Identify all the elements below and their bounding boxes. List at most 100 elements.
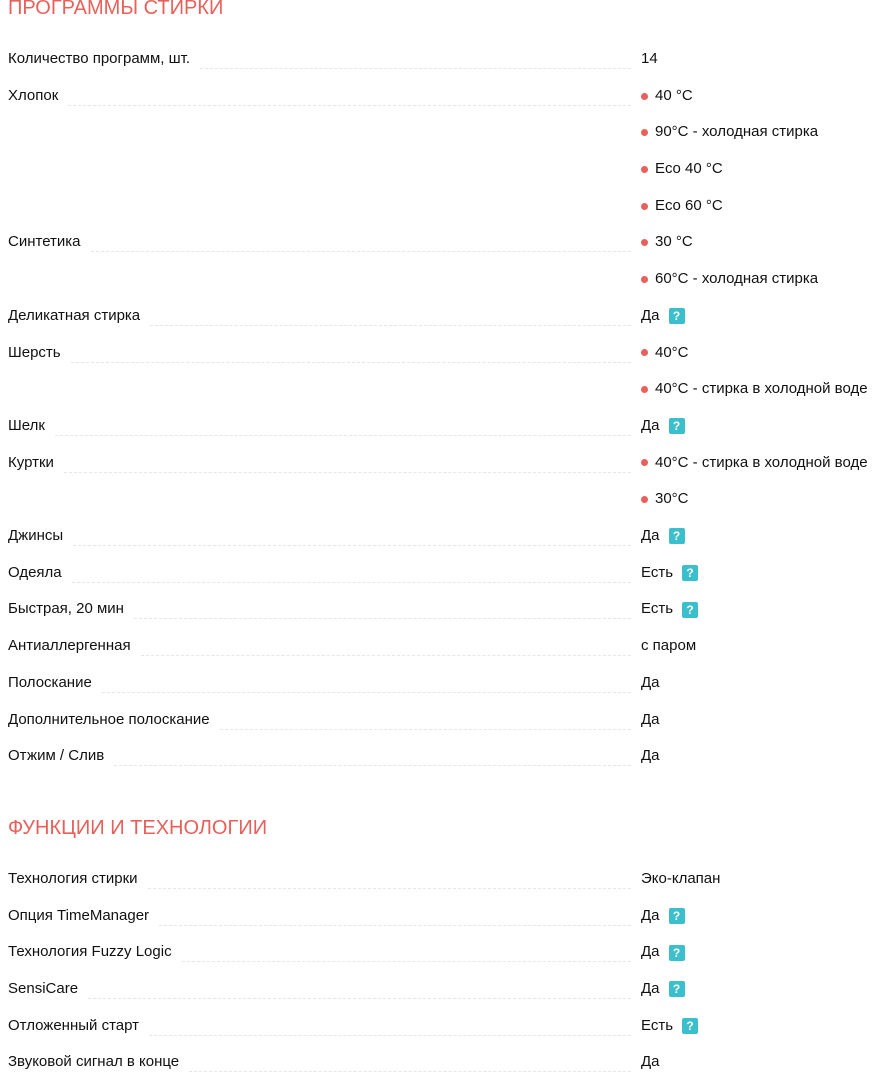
dotted-leader [88,971,631,1000]
bullet-icon [641,459,648,467]
dotted-leader [189,1044,631,1073]
spec-label: Одеяла [8,555,641,592]
value-text: 30 °C [655,233,693,251]
label-text: Отжим / Слив [8,747,105,765]
dotted-leader [90,224,631,253]
spec-row: Одеяла Есть? [8,555,893,592]
spec-value: Есть? [641,555,699,592]
spec-label: SensiCare [8,971,641,1008]
spec-section: ПРОГРАММЫ СТИРКИ Количество программ, шт.… [8,0,893,775]
dotted-leader [150,298,631,326]
label-text: Куртки [8,453,54,471]
bullet-icon [641,386,648,394]
help-icon[interactable]: ? [668,907,685,924]
spec-row: Шелк Да? [8,408,893,445]
spec-value: Да? [641,298,685,335]
spec-value: 30°C [641,481,868,518]
spec-value: Eco 40 °C [641,151,818,188]
spec-value: Да [641,665,660,702]
value-text: Да [641,1053,660,1071]
label-text: Быстрая, 20 мин [8,600,124,618]
dotted-leader [200,41,631,69]
spec-label: Отложенный старт [8,1008,641,1045]
spec-row: Технология Fuzzy Logic Да? [8,934,893,971]
spec-label: Куртки [8,445,641,518]
spec-row: Опция TimeManager Да? [8,898,893,935]
spec-label: Отжим / Слив [8,738,641,775]
spec-row: Антиаллергенная с паром [8,628,893,665]
dotted-leader [101,665,631,693]
label-text: Отложенный старт [8,1016,140,1034]
spec-row: Отжим / Слив Да [8,738,893,775]
help-icon[interactable]: ? [668,418,685,435]
help-icon[interactable]: ? [668,981,685,998]
spec-label: Шелк [8,408,641,445]
spec-label: Количество программ, шт. [8,41,641,78]
dotted-leader [114,738,631,767]
bullet-icon [641,239,648,247]
dotted-leader [133,591,631,620]
bullet-icon [641,202,648,210]
spec-row: Быстрая, 20 мин Есть? [8,591,893,628]
value-text: Есть [641,563,674,581]
value-text: Да [641,747,660,765]
spec-row: Количество программ, шт. 14 [8,41,893,78]
spec-value: 40°C [641,335,868,372]
value-text: 40°C - стирка в холодной воде [655,380,868,398]
bullet-icon [641,349,648,357]
spec-value: 40°C - стирка в холодной воде [641,371,868,408]
spec-row: Дополнительное полоскание Да [8,702,893,739]
value-text: Да [641,416,660,434]
value-text: Есть [641,600,674,618]
spec-value: Да? [641,518,685,555]
spec-value: Да [641,1044,660,1081]
value-text: 30°C [655,490,689,508]
spec-section: ФУНКЦИИ И ТЕХНОЛОГИИ Технология стирки Эко… [8,812,893,1081]
value-text: 40°C - стирка в холодной воде [655,453,868,471]
spec-row: Полоскание Да [8,665,893,702]
spec-row: Отложенный старт Есть? [8,1008,893,1045]
label-text: Шелк [8,416,45,434]
dotted-leader [71,555,631,583]
bullet-icon [641,165,648,173]
value-text: Да [641,980,660,998]
label-text: Звуковой сигнал в конце [8,1053,180,1071]
value-text: Eco 60 °C [655,196,723,214]
label-text: Антиаллергенная [8,637,131,655]
spec-value: 14 [641,41,658,78]
spec-label: Полоскание [8,665,641,702]
value-text: 60°C - холодная стирка [655,270,819,288]
label-text: SensiCare [8,980,79,998]
label-text: Дополнительное полоскание [8,710,210,728]
bullet-icon [641,275,648,283]
help-icon[interactable]: ? [682,565,699,582]
help-icon[interactable]: ? [668,528,685,545]
label-text: Деликатная стирка [8,306,141,324]
spec-value: Эко-клапан [641,861,720,898]
spec-value: с паром [641,628,696,665]
label-text: Технология стирки [8,869,138,887]
spec-label: Джинсы [8,518,641,555]
dotted-leader [140,628,631,657]
spec-value: 30 °C [641,224,818,261]
section-title: ПРОГРАММЫ СТИРКИ [8,0,224,19]
spec-value: Да? [641,934,685,971]
value-text: 40°C [655,343,689,361]
label-text: Полоскание [8,673,92,691]
bullet-icon [641,92,648,100]
value-text: 90°C - холодная стирка [655,123,819,141]
dotted-leader [147,861,631,889]
label-text: Синтетика [8,233,81,251]
spec-row: SensiCare Да? [8,971,893,1008]
spec-row: Технология стирки Эко-клапан [8,861,893,898]
help-icon[interactable]: ? [668,308,685,325]
bullet-icon [641,129,648,137]
value-text: Да [641,526,660,544]
value-text: 14 [641,50,658,67]
help-icon[interactable]: ? [668,944,685,961]
spec-row: Деликатная стирка Да? [8,298,893,335]
spec-row: Джинсы Да? [8,518,893,555]
help-icon[interactable]: ? [682,601,699,618]
help-icon[interactable]: ? [682,1018,699,1035]
spec-label: Антиаллергенная [8,628,641,665]
